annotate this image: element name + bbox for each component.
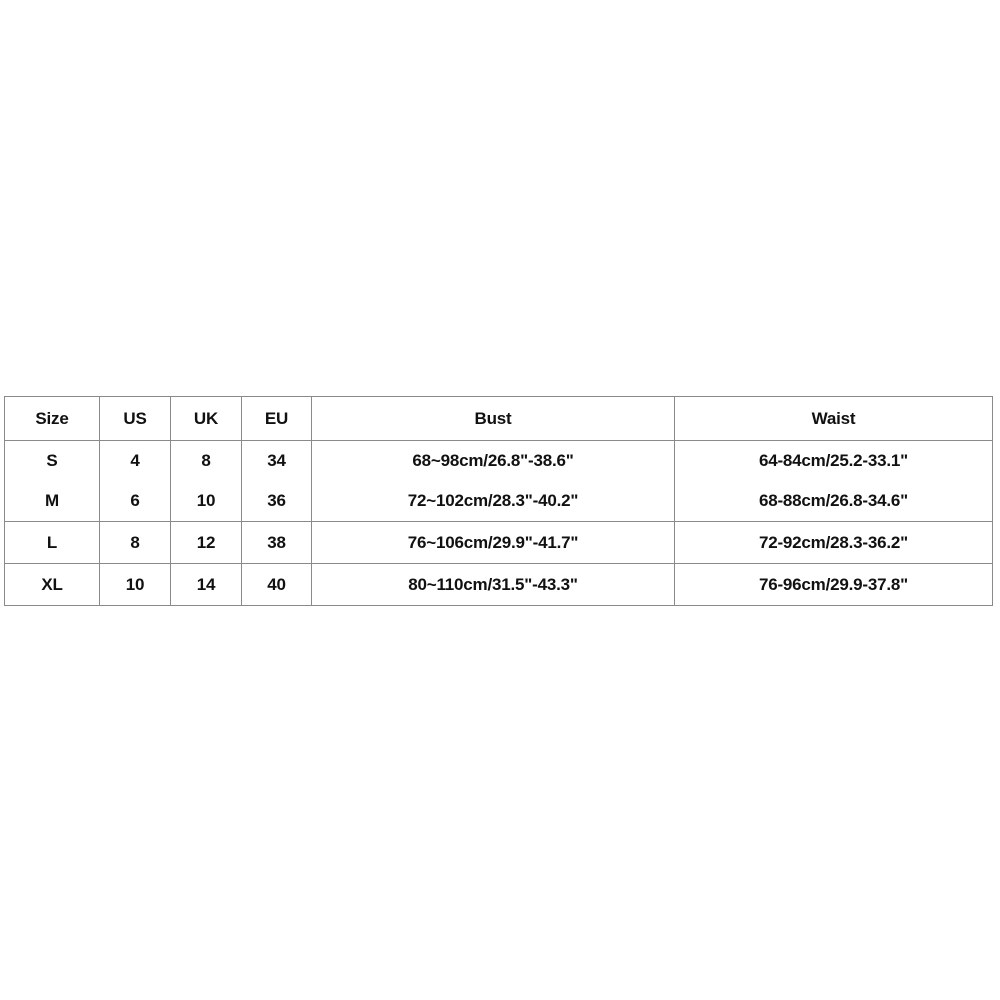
cell-eu-xl: 40: [241, 563, 312, 606]
cell-size-xl: XL: [4, 563, 100, 606]
column-header-us: US: [99, 396, 171, 441]
column-header-bust: Bust: [311, 396, 675, 441]
cell-waist-s: 64-84cm/25.2-33.1": [674, 440, 993, 481]
cell-us-xl: 10: [99, 563, 171, 606]
table-row: S 4 8 34 68~98cm/26.8"-38.6" 64-84cm/25.…: [4, 440, 993, 481]
cell-bust-m: 72~102cm/28.3"-40.2": [311, 481, 675, 522]
cell-waist-xl: 76-96cm/29.9-37.8": [674, 563, 993, 606]
cell-eu-s: 34: [241, 440, 312, 481]
cell-uk-l: 12: [170, 521, 242, 564]
table-row: M 6 10 36 72~102cm/28.3"-40.2" 68-88cm/2…: [4, 481, 993, 522]
column-header-size: Size: [4, 396, 100, 441]
cell-bust-l: 76~106cm/29.9"-41.7": [311, 521, 675, 564]
cell-waist-l: 72-92cm/28.3-36.2": [674, 521, 993, 564]
size-chart-table: Size US UK EU Bust Waist S 4 8 34 68~98c…: [4, 396, 993, 606]
cell-size-s: S: [4, 440, 100, 481]
table-row: L 8 12 38 76~106cm/29.9"-41.7" 72-92cm/2…: [4, 521, 993, 564]
cell-waist-m: 68-88cm/26.8-34.6": [674, 481, 993, 522]
cell-uk-m: 10: [170, 481, 242, 522]
cell-size-m: M: [4, 481, 100, 522]
cell-uk-s: 8: [170, 440, 242, 481]
cell-eu-l: 38: [241, 521, 312, 564]
column-header-uk: UK: [170, 396, 242, 441]
cell-bust-xl: 80~110cm/31.5"-43.3": [311, 563, 675, 606]
table-header-row: Size US UK EU Bust Waist: [4, 396, 993, 441]
table-row: XL 10 14 40 80~110cm/31.5"-43.3" 76-96cm…: [4, 563, 993, 606]
cell-us-m: 6: [99, 481, 171, 522]
cell-size-l: L: [4, 521, 100, 564]
size-chart-container: Size US UK EU Bust Waist S 4 8 34 68~98c…: [4, 396, 993, 606]
cell-us-s: 4: [99, 440, 171, 481]
cell-uk-xl: 14: [170, 563, 242, 606]
cell-bust-s: 68~98cm/26.8"-38.6": [311, 440, 675, 481]
cell-eu-m: 36: [241, 481, 312, 522]
cell-us-l: 8: [99, 521, 171, 564]
column-header-waist: Waist: [674, 396, 993, 441]
column-header-eu: EU: [241, 396, 312, 441]
